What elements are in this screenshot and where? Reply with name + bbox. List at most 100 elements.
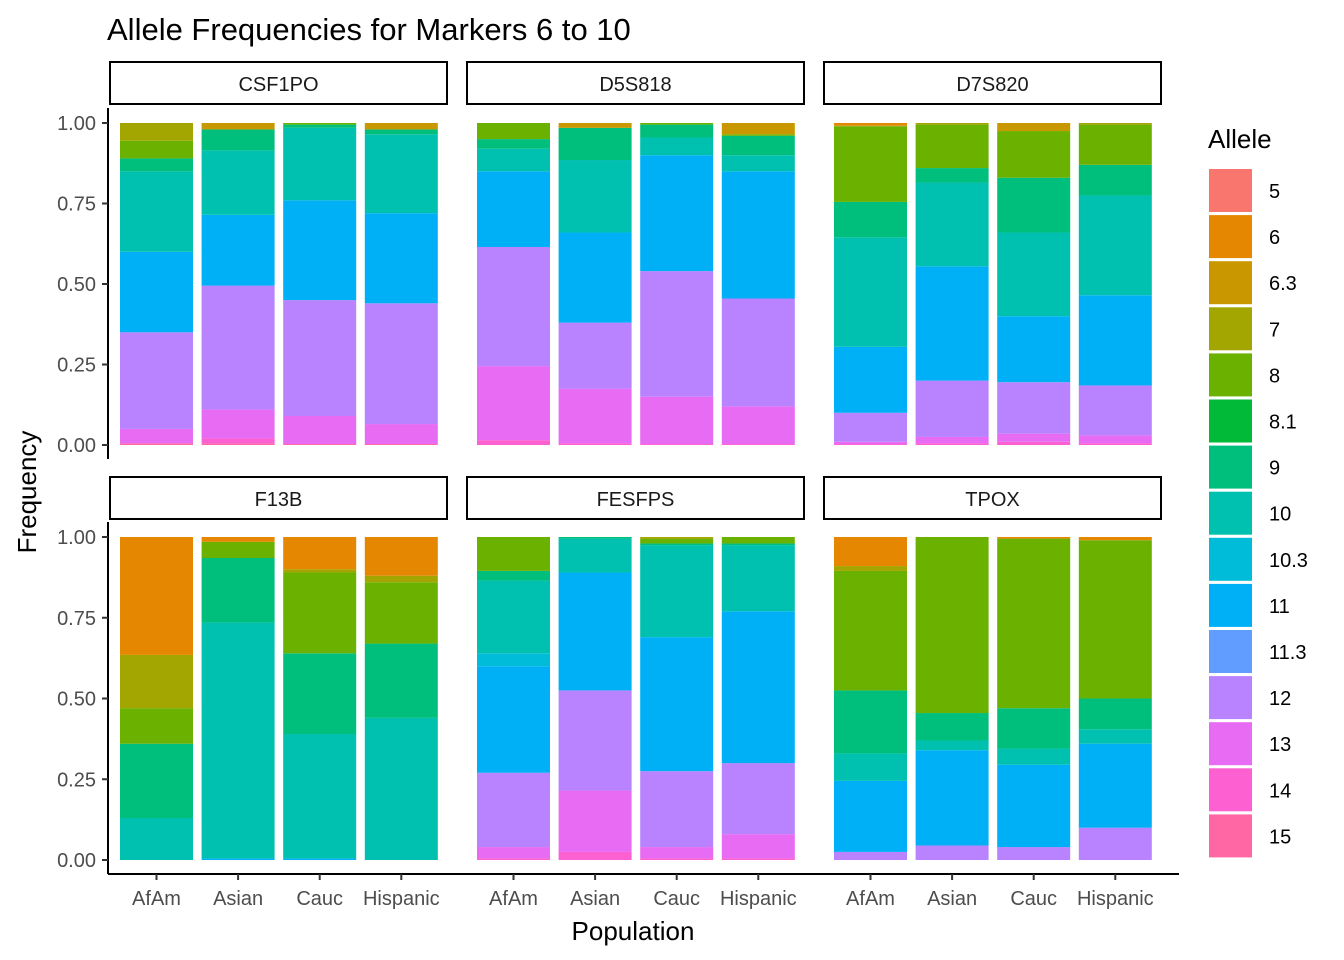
bar-hispanic (364, 537, 438, 860)
bar-segment-allele-6.3 (721, 123, 795, 135)
x-tick-label: Asian (570, 888, 620, 910)
legend-label: 6 (1269, 227, 1280, 249)
bar-segment-allele-13 (477, 847, 550, 859)
bar-segment-allele-10 (834, 753, 907, 781)
legend-item: 7 (1209, 307, 1280, 351)
bar-segment-allele-6 (1078, 537, 1152, 541)
facet-strip (466, 61, 805, 105)
bar-segment-allele-9 (201, 129, 275, 151)
bar-segment-allele-6.3 (201, 123, 275, 130)
bar-segment-allele-15 (364, 444, 438, 445)
legend-label: 13 (1269, 734, 1291, 756)
bar-hispanic (1078, 537, 1152, 860)
legend-swatch (1209, 307, 1252, 351)
bar-segment-allele-11 (201, 214, 275, 286)
bar-segment-allele-9 (364, 643, 438, 718)
bar-segment-allele-6 (834, 537, 907, 567)
bar-segment-allele-14 (477, 440, 550, 445)
legend-label: 11.3 (1269, 642, 1306, 664)
bar-cauc (997, 537, 1071, 860)
bar-segment-allele-11 (997, 316, 1071, 383)
bar-segment-allele-13 (1078, 435, 1152, 444)
bar-segment-allele-13 (834, 441, 907, 445)
bar-segment-allele-10 (283, 734, 357, 859)
bar-segment-allele-12 (364, 303, 438, 425)
x-tick-label: Cauc (296, 888, 343, 910)
bar-segment-allele-6.3 (834, 125, 907, 127)
legend-swatch (1209, 353, 1252, 397)
x-tick-label: Hispanic (363, 888, 440, 910)
bar-segment-allele-9 (997, 177, 1071, 233)
bar-segment-allele-14 (558, 851, 632, 860)
bar-segment-allele-11 (477, 171, 550, 247)
bar-segment-allele-9 (283, 124, 357, 128)
x-tick-label: Asian (927, 888, 977, 910)
bar-segment-allele-9 (834, 201, 907, 238)
bar-segment-allele-10 (997, 748, 1071, 765)
bar-segment-allele-13 (477, 366, 550, 441)
facet-strip-label: CSF1PO (238, 74, 318, 96)
bar-segment-allele-10 (915, 740, 989, 751)
y-tick-label: 0.25 (57, 769, 96, 791)
bar-segment-allele-9 (1078, 164, 1152, 196)
bar-segment-allele-9 (283, 653, 357, 735)
bar-segment-allele-8 (721, 134, 795, 136)
bar-segment-allele-11 (721, 611, 795, 764)
bar-segment-allele-14 (640, 858, 714, 860)
bar-asian (201, 123, 275, 445)
bar-segment-allele-10 (558, 538, 632, 573)
facet-f13b: F13B 0.00 0.25 0.50 0.75 1.00 AfAm Asian Cauc His… (57, 476, 465, 910)
bar-segment-allele-6 (997, 537, 1071, 539)
bar-segment-allele-10 (834, 237, 907, 347)
bar-segment-allele-14 (834, 444, 907, 445)
legend-item: 14 (1209, 768, 1291, 812)
bar-afam (477, 123, 550, 445)
bar-segment-allele-11 (283, 858, 357, 860)
legend-item: 8 (1209, 353, 1280, 397)
x-tick-label: AfAm (489, 888, 538, 910)
bar-segment-allele-14 (558, 443, 632, 445)
y-tick-label: 0.50 (57, 689, 96, 711)
bar-segment-allele-7 (120, 654, 193, 709)
legend-item: 13 (1209, 722, 1291, 766)
legend-swatch (1209, 676, 1252, 720)
bar-segment-allele-13 (721, 834, 795, 859)
legend-swatch (1209, 722, 1252, 766)
bar-asian (558, 123, 632, 445)
bar-segment-allele-11 (201, 858, 275, 860)
bar-segment-allele-9 (558, 127, 632, 161)
bar-segment-allele-12 (558, 690, 632, 791)
legend-item: 6 (1209, 215, 1280, 259)
legend-label: 10.3 (1269, 550, 1308, 572)
bar-segment-allele-10.3 (477, 653, 550, 667)
bar-segment-allele-6.3 (997, 123, 1071, 132)
bar-segment-allele-12 (997, 847, 1071, 860)
bar-segment-allele-13 (640, 396, 714, 445)
y-axis-title: Frequency (12, 431, 42, 554)
bar-segment-allele-9 (201, 557, 275, 623)
bar-segment-allele-11 (721, 171, 795, 299)
bar-segment-allele-11 (834, 346, 907, 413)
y-tick-label: 1.00 (57, 527, 96, 549)
bar-segment-allele-13 (558, 388, 632, 444)
bar-segment-allele-11 (640, 155, 714, 272)
y-tick-label: 0.00 (57, 850, 96, 872)
bar-segment-allele-10 (915, 182, 989, 267)
bar-segment-allele-12 (477, 772, 550, 848)
bar-segment-allele-12 (915, 845, 989, 860)
bar-segment-allele-10 (1078, 729, 1152, 744)
bar-segment-allele-13 (283, 416, 357, 445)
bar-segment-allele-8 (283, 123, 357, 125)
facet-strip-label: TPOX (965, 489, 1019, 511)
bar-segment-allele-12 (997, 382, 1071, 434)
bar-asian (915, 537, 989, 860)
facet-strip (109, 61, 448, 105)
bar-segment-allele-10 (477, 580, 550, 654)
bar-afam (834, 123, 907, 445)
bar-segment-allele-10 (201, 150, 275, 215)
bar-segment-allele-8 (915, 537, 989, 714)
facet-fesfps: FESFPS AfAm Asian Cauc Hispanic (465, 476, 822, 910)
legend-swatch (1209, 445, 1252, 489)
legend-swatch (1209, 630, 1252, 673)
bar-segment-allele-9 (834, 690, 907, 754)
